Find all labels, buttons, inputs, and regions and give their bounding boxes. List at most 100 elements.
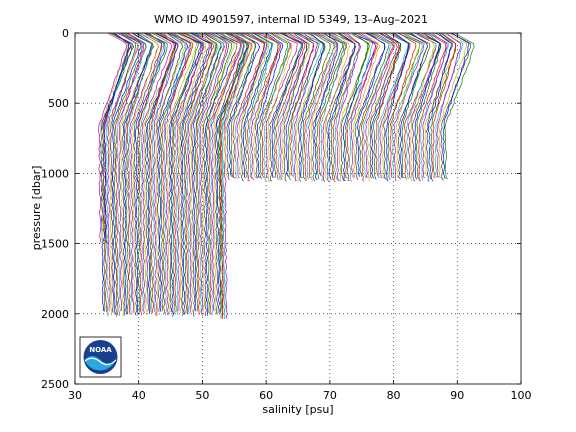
- salinity-profile-line: [310, 32, 338, 182]
- salinity-profile-line: [442, 32, 470, 180]
- salinity-profile-line: [377, 32, 409, 179]
- salinity-profile-line: [275, 32, 306, 180]
- salinity-profile-line: [177, 32, 206, 314]
- y-tick-label: 500: [48, 97, 69, 110]
- x-tick-label: 100: [511, 389, 532, 402]
- salinity-profile-line: [273, 32, 303, 178]
- salinity-profile-line: [279, 32, 308, 181]
- salinity-profile-line: [110, 32, 137, 313]
- salinity-profile-line: [312, 32, 344, 182]
- salinity-profile-line: [348, 32, 374, 182]
- y-axis-label: pressure [dbar]: [30, 166, 43, 251]
- salinity-profile-line: [224, 32, 252, 177]
- x-axis-ticks: 30 40 50 60 70 80 90 100: [68, 33, 532, 402]
- salinity-profile-line: [407, 32, 441, 179]
- salinity-profile-line: [254, 32, 279, 179]
- salinity-profile-line: [261, 32, 292, 178]
- salinity-profile-line: [365, 32, 395, 178]
- salinity-profile-line: [373, 32, 402, 180]
- noaa-logo: NOAA: [79, 336, 122, 378]
- salinity-profile-line: [209, 32, 242, 316]
- salinity-profile-line: [302, 32, 331, 180]
- salinity-profile-line: [153, 32, 179, 317]
- salinity-profile-line: [228, 32, 261, 177]
- salinity-profile-line: [393, 32, 425, 181]
- salinity-profile-line: [412, 32, 441, 182]
- salinity-profile-line: [293, 32, 318, 181]
- salinity-profile-line: [297, 32, 326, 182]
- y-tick-label: 2000: [41, 308, 69, 321]
- salinity-profile-line: [232, 32, 265, 179]
- salinity-profile-line: [389, 32, 417, 179]
- salinity-profile-line: [156, 32, 184, 312]
- salinity-profile-line: [308, 32, 337, 179]
- salinity-profile-line: [358, 32, 390, 177]
- salinity-profile-line: [213, 32, 238, 315]
- salinity-profile-line: [102, 32, 132, 242]
- salinity-profile-line: [158, 32, 189, 312]
- salinity-profile-line: [288, 32, 320, 181]
- salinity-profile-line: [105, 32, 130, 317]
- salinity-profile-line: [106, 32, 139, 312]
- salinity-profile-line: [236, 32, 268, 179]
- salinity-profile-line: [360, 32, 394, 182]
- salinity-profile-line: [155, 32, 186, 316]
- salinity-profile-line: [164, 32, 191, 316]
- salinity-profile-line: [218, 32, 249, 319]
- salinity-profile-line: [250, 32, 282, 181]
- logo-wave: [84, 356, 117, 371]
- salinity-profile-line: [234, 32, 268, 179]
- x-tick-label: 50: [195, 389, 209, 402]
- salinity-profile-line: [263, 32, 291, 182]
- salinity-profile-line: [166, 32, 198, 315]
- salinity-profile-line: [196, 32, 225, 315]
- salinity-profile-line: [240, 32, 265, 182]
- salinity-profile-line: [283, 32, 308, 182]
- salinity-profile-line: [346, 32, 378, 182]
- salinity-profile-line: [438, 32, 468, 179]
- salinity-profile-line: [194, 32, 222, 312]
- salinity-profile-line: [224, 32, 250, 319]
- salinity-profile-line: [434, 32, 464, 178]
- logo-wave-highlight: [84, 357, 117, 366]
- salinity-profile-line: [289, 32, 315, 177]
- salinity-profile-line: [248, 32, 273, 179]
- salinity-profile-line: [395, 32, 420, 178]
- salinity-profile-line: [134, 32, 166, 316]
- salinity-profile-line: [291, 32, 324, 178]
- salinity-profile-line: [432, 32, 457, 179]
- salinity-profile-line: [211, 32, 242, 312]
- salinity-profile-line: [314, 32, 339, 181]
- salinity-profile-line: [138, 32, 162, 316]
- salinity-profile-line: [422, 32, 448, 178]
- salinity-profile-line: [401, 32, 428, 179]
- salinity-profile-line: [118, 32, 145, 312]
- salinity-profile-line: [342, 32, 377, 181]
- plot-area: 30 40 50 60 70 80 90 100 0 500 1000 1500 2000 2500: [41, 27, 532, 402]
- axes-box: [74, 32, 522, 385]
- logo-text: NOAA: [89, 346, 112, 354]
- salinity-profile-line: [351, 32, 377, 178]
- salinity-profile-line: [316, 32, 345, 180]
- grid-lines: [75, 33, 521, 384]
- salinity-profile-line: [103, 32, 130, 244]
- salinity-profile-line: [385, 32, 410, 182]
- salinity-profile-line: [403, 32, 437, 180]
- salinity-profile-line: [299, 32, 325, 179]
- y-axis-ticks: 0 500 1000 1500 2000 2500: [41, 27, 521, 391]
- salinity-profile-line: [123, 32, 152, 315]
- salinity-profile-line: [375, 32, 400, 177]
- salinity-profile-line: [383, 32, 410, 180]
- salinity-profile-line: [141, 32, 173, 314]
- salinity-profile-line: [129, 32, 159, 313]
- salinity-profile-line: [406, 32, 437, 180]
- salinity-profile-line: [418, 32, 447, 182]
- salinity-profile-line: [414, 32, 441, 180]
- salinity-profile-line: [113, 32, 143, 317]
- salinity-profile-line: [332, 32, 360, 182]
- salinity-profile-line: [416, 32, 442, 180]
- salinity-profile-line: [244, 32, 274, 178]
- salinity-profile-line: [354, 32, 386, 181]
- salinity-profile-line: [171, 32, 199, 315]
- salinity-profile-line: [139, 32, 164, 312]
